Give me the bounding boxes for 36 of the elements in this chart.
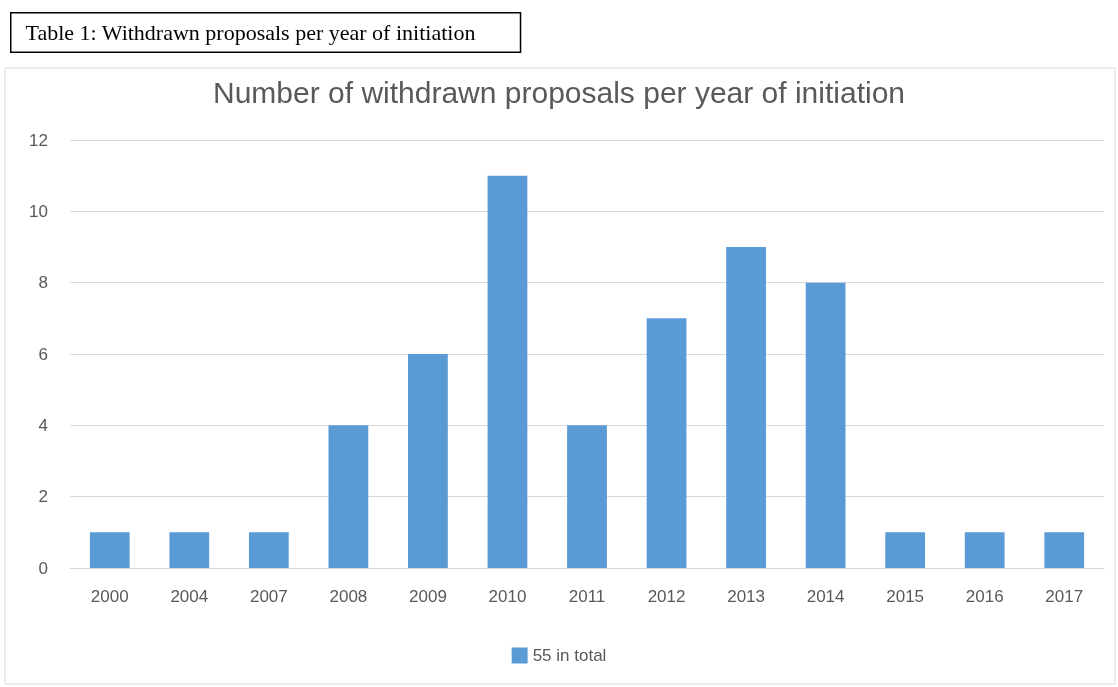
- bar: [408, 354, 448, 568]
- x-tick-label: 2016: [965, 587, 1004, 606]
- bar: [1044, 532, 1085, 568]
- chart-title: Number of withdrawn proposals per year of initiation: [212, 75, 906, 109]
- x-tick-label: 2010: [488, 587, 527, 606]
- y-tick-label: 12: [29, 130, 48, 150]
- bar: [726, 247, 766, 568]
- bar: [885, 532, 926, 568]
- bar: [328, 425, 369, 568]
- x-tick-label: 2015: [886, 587, 925, 606]
- y-tick-label: 8: [38, 273, 48, 293]
- bar: [964, 532, 1005, 568]
- bar: [646, 318, 687, 568]
- y-tick-label: 10: [29, 201, 48, 221]
- bar: [567, 425, 607, 568]
- bar: [89, 532, 130, 568]
- bar: [248, 532, 289, 568]
- x-tick-label: 2013: [727, 587, 765, 606]
- legend-label: 55 in total: [532, 646, 607, 665]
- bar: [805, 282, 846, 568]
- x-tick-label: 2004: [170, 587, 209, 606]
- x-tick-label: 2007: [249, 587, 288, 606]
- x-tick-label: 2012: [647, 587, 686, 606]
- x-tick-label: 2017: [1045, 587, 1084, 606]
- y-tick-label: 6: [38, 344, 48, 364]
- y-tick-label: 4: [38, 415, 48, 435]
- x-tick-label: 2014: [806, 587, 845, 606]
- y-tick-label: 0: [38, 558, 48, 578]
- bar: [169, 532, 210, 568]
- x-tick-label: 2009: [409, 587, 447, 606]
- bar: [487, 175, 528, 568]
- x-tick-label: 2011: [568, 587, 606, 606]
- caption: Table 1: Withdrawn proposals per year of initiation: [25, 20, 476, 45]
- x-tick-label: 2008: [329, 587, 368, 606]
- y-tick-label: 2: [38, 487, 48, 507]
- x-tick-label: 2000: [90, 587, 129, 606]
